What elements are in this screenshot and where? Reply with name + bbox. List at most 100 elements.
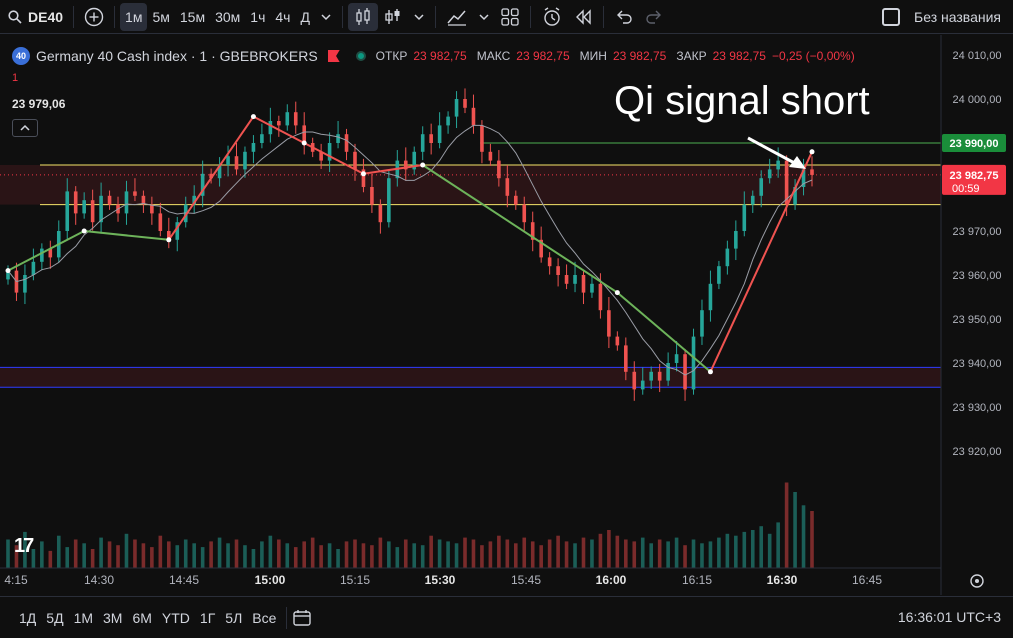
volume-bar <box>90 549 95 568</box>
volume-bar <box>640 537 645 568</box>
time-tick-label: 16:30 <box>767 573 798 587</box>
price-tick-label: 23 930,00 <box>953 402 1002 414</box>
price-chart[interactable]: 24 010,00 24 000,00 23 970,00 23 960,00 23 9… <box>0 35 1013 595</box>
volume-bar <box>776 522 780 568</box>
chevron-down-icon <box>321 13 331 20</box>
time-tick-label: 15:00 <box>255 573 286 587</box>
volume-bar <box>725 533 730 568</box>
candle <box>82 200 86 214</box>
candle <box>717 266 721 284</box>
calendar-icon[interactable] <box>292 608 312 628</box>
range-5y[interactable]: 5Л <box>225 609 243 626</box>
volume-bar <box>234 539 239 568</box>
candle <box>691 336 696 390</box>
toolbar-divider <box>529 5 531 28</box>
settings-icon[interactable] <box>970 574 984 588</box>
volume-bar <box>327 543 332 568</box>
moving-average-line <box>7 124 813 376</box>
volume-bar <box>759 526 764 568</box>
volume-bar <box>810 511 814 568</box>
collapse-legend-button[interactable] <box>12 119 38 137</box>
candle <box>192 195 196 205</box>
volume-bar <box>158 535 163 568</box>
volume-bar <box>23 531 27 568</box>
undo-button[interactable] <box>609 3 639 31</box>
green-level-label: 23 990,00 <box>950 138 999 150</box>
range-1y[interactable]: 1Г <box>199 609 216 626</box>
volume-bar <box>666 541 670 568</box>
interval-15m[interactable]: 15м <box>179 8 206 25</box>
candle <box>632 371 637 390</box>
alert-button[interactable] <box>536 3 568 31</box>
candle <box>522 204 527 223</box>
candle <box>260 134 264 143</box>
clock[interactable]: 16:36:01 UTC+3 <box>897 609 1001 625</box>
candle <box>353 151 357 170</box>
interval-1m[interactable]: 1м <box>120 2 148 31</box>
indicator-value: 23 979,06 <box>12 97 66 111</box>
range-all[interactable]: Все <box>252 609 277 626</box>
symbol-search[interactable]: DE40 <box>0 3 68 31</box>
range-5d[interactable]: 5Д <box>46 609 64 626</box>
interval-1h[interactable]: 1ч <box>250 8 266 25</box>
candles-button[interactable] <box>347 2 378 31</box>
change-value: −0,25 (−0,00%) <box>771 49 855 63</box>
indicators-dropdown[interactable] <box>473 3 495 31</box>
candle <box>708 283 713 311</box>
redo-button[interactable] <box>639 3 669 31</box>
volume-bar <box>387 541 391 568</box>
volume-bar <box>336 549 340 568</box>
interval-5m[interactable]: 5м <box>152 8 170 25</box>
signal-point <box>81 228 87 234</box>
candle <box>615 336 620 346</box>
resistance-zone <box>0 165 941 205</box>
chart-type-dropdown[interactable] <box>408 3 430 31</box>
layout-name[interactable]: Без названия <box>914 9 1001 25</box>
templates-button[interactable] <box>495 3 525 31</box>
range-3m[interactable]: 3M <box>103 609 123 626</box>
volume-bar <box>251 549 256 568</box>
interval-30m[interactable]: 30м <box>215 8 241 25</box>
search-icon <box>8 9 22 24</box>
candle <box>649 371 653 381</box>
candle <box>776 160 780 170</box>
range-6m[interactable]: 6M <box>132 609 152 626</box>
volume-bar <box>285 543 290 568</box>
candle <box>793 187 797 205</box>
flag-icon[interactable] <box>327 50 340 62</box>
candle <box>454 99 459 117</box>
candle <box>530 222 535 240</box>
volume-bar <box>564 541 569 568</box>
replay-button[interactable] <box>568 3 598 31</box>
volume-bar <box>370 545 374 568</box>
symbol-title[interactable]: Germany 40 Cash index · 1 · GBEBROKERS <box>36 48 318 64</box>
volume-bar <box>412 543 417 568</box>
signal-annotation[interactable]: Qi signal short <box>614 79 870 123</box>
bottom-bar: 1Д 5Д 1M 3M 6M YTD 1Г 5Л Все 16:36:01 UT… <box>0 596 1013 638</box>
intervals-dropdown[interactable] <box>315 3 337 31</box>
candle <box>65 191 70 231</box>
volume-bar <box>454 543 459 568</box>
volume-bar <box>260 541 264 568</box>
candle <box>133 191 137 196</box>
annotation-arrow <box>747 136 801 168</box>
candle <box>446 116 450 126</box>
indicators-button[interactable] <box>441 3 473 31</box>
interval-4h[interactable]: 4ч <box>275 8 291 25</box>
layout-checkbox[interactable] <box>882 8 901 26</box>
candle <box>234 156 239 170</box>
candle <box>48 248 53 258</box>
interval-1d[interactable]: Д <box>300 8 310 25</box>
range-1d[interactable]: 1Д <box>19 609 37 626</box>
candle <box>344 134 349 152</box>
candle <box>370 187 374 205</box>
range-ytd[interactable]: YTD <box>161 609 190 626</box>
tradingview-logo[interactable]: 17 <box>14 535 34 557</box>
bar-type-button[interactable] <box>378 3 408 31</box>
volume-bar <box>107 541 112 568</box>
alert-icon <box>544 6 560 26</box>
chart-area[interactable]: 24 010,00 24 000,00 23 970,00 23 960,00 23 9… <box>0 35 1013 595</box>
volume-bar <box>116 545 120 568</box>
range-1m[interactable]: 1M <box>73 609 94 626</box>
add-symbol-button[interactable] <box>79 3 109 31</box>
